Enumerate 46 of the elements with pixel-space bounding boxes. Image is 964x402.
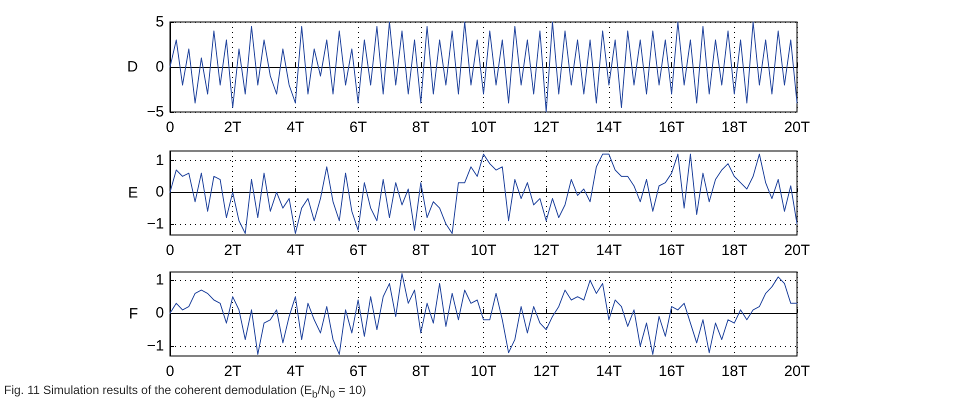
x-tick-label: 18T xyxy=(721,119,748,136)
y-tick-label: −1 xyxy=(146,215,164,232)
y-tick-label: 0 xyxy=(156,58,164,76)
x-tick-label: 20T xyxy=(784,119,810,136)
y-axis-title: D xyxy=(127,58,138,76)
x-tick-label: 8T xyxy=(412,363,430,380)
line-series xyxy=(170,273,798,355)
caption: Fig. 11 Simulation results of the coherent demodulation (E$_{b}$/N$_{0}$ = 10) xyxy=(4,383,366,400)
x-tick-label: 6T xyxy=(349,363,367,380)
x-tick-label: 12T xyxy=(533,363,560,380)
x-tick-label: 16T xyxy=(658,119,685,136)
x-tick-label: 20T xyxy=(784,242,810,259)
line-series xyxy=(170,154,798,234)
x-tick-label: 14T xyxy=(596,242,622,259)
x-tick-label: 12T xyxy=(533,242,560,259)
x-tick-label: 4T xyxy=(286,363,304,380)
x-tick-label: 14T xyxy=(596,363,622,380)
x-tick-label: 4T xyxy=(286,119,304,136)
line-series xyxy=(170,22,798,112)
x-tick-label: 12T xyxy=(533,119,560,136)
x-tick-label: 8T xyxy=(412,242,430,259)
x-tick-label: 18T xyxy=(721,242,748,259)
x-tick-label: 2T xyxy=(224,119,242,136)
y-tick-label: 0 xyxy=(156,304,164,322)
y-axis-title: F xyxy=(128,306,138,322)
x-tick-label: 10T xyxy=(470,242,496,259)
x-tick-label: 10T xyxy=(470,363,496,380)
x-tick-label: 2T xyxy=(224,363,242,380)
x-tick-label: 16T xyxy=(658,363,685,380)
x-tick-label: 20T xyxy=(784,363,810,380)
x-tick-label: 14T xyxy=(596,119,622,136)
y-tick-label: 5 xyxy=(156,14,164,30)
y-tick-label: 0 xyxy=(156,184,164,201)
y-tick-label: −5 xyxy=(146,104,164,120)
x-tick-label: 18T xyxy=(721,363,748,380)
x-tick-label: 16T xyxy=(658,242,685,259)
x-tick-label: 10T xyxy=(470,119,496,136)
x-tick-label: 6T xyxy=(349,242,367,259)
y-tick-label: −1 xyxy=(146,338,164,355)
x-tick-label: 2T xyxy=(224,242,242,259)
y-tick-label: 1 xyxy=(156,152,164,170)
x-tick-label: 8T xyxy=(412,119,430,136)
y-axis-title: E xyxy=(128,184,138,202)
x-tick-label: 6T xyxy=(349,119,367,136)
y-tick-label: 1 xyxy=(156,272,164,289)
x-tick-label: 4T xyxy=(286,242,304,259)
